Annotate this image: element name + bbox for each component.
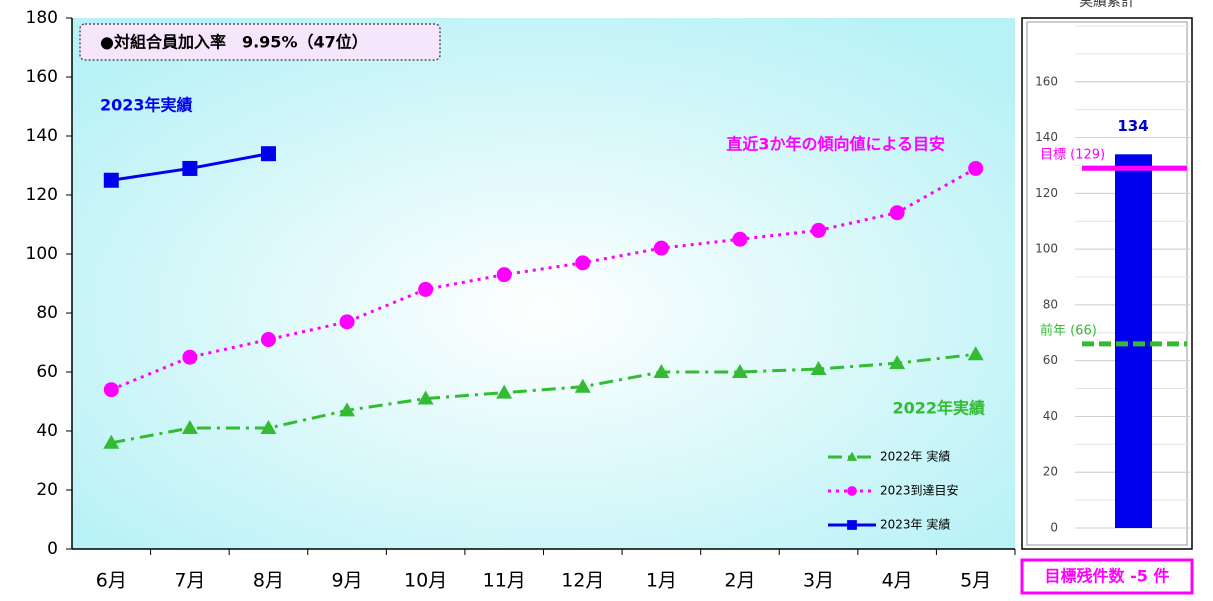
point: [968, 160, 984, 176]
point: [339, 402, 356, 417]
series-line: [111, 352, 976, 445]
legend-label: 2023年 実績: [880, 517, 950, 532]
x-tick-label: 2月: [724, 570, 755, 592]
y-tick-label: 0: [47, 539, 58, 559]
annotation: 2022年実績: [892, 399, 985, 418]
point: [889, 205, 905, 221]
y-tick-label: 180: [26, 8, 58, 28]
ref-label: 目標 (129): [1040, 148, 1105, 163]
y-tick-label: 160: [1035, 74, 1058, 88]
point: [260, 332, 276, 348]
note-box: [79, 23, 441, 61]
ref-label: 前年 (66): [1040, 322, 1097, 338]
y-tick-label: 100: [1035, 242, 1058, 256]
point: [182, 349, 198, 365]
point: [889, 355, 906, 370]
series-line: [110, 167, 977, 392]
panel-title: 実績累計: [1079, 0, 1135, 10]
point: [810, 361, 827, 376]
legend-label: 2023到達目安: [880, 483, 959, 498]
y-tick-label: 100: [26, 244, 58, 264]
value-label: 134: [1117, 117, 1148, 135]
x-tick-label: 10月: [404, 570, 447, 592]
y-tick-label: 60: [36, 362, 58, 382]
x-tick-label: 1月: [646, 570, 677, 592]
point: [653, 364, 670, 378]
point: [574, 378, 591, 393]
x-tick-label: 11月: [483, 570, 526, 592]
side-panel: [1021, 17, 1193, 550]
point: [181, 420, 198, 435]
point: [260, 420, 277, 435]
y-tick-label: 140: [26, 126, 58, 146]
point: [103, 172, 119, 188]
point: [260, 146, 276, 162]
legend-marker: [847, 520, 857, 530]
y-tick-label: 40: [36, 421, 58, 441]
annotation: 2023年実績: [100, 96, 193, 115]
x-tick-label: 6月: [96, 570, 127, 592]
point: [339, 314, 355, 330]
y-tick-label: 60: [1043, 353, 1058, 367]
note: ●対組合員加入率 9.95%（47位）: [100, 33, 368, 52]
point: [811, 222, 827, 238]
y-tick-label: 120: [1035, 186, 1058, 200]
side-panel-inner: [1026, 21, 1188, 546]
x-tick-label: 12月: [561, 570, 604, 592]
point: [182, 160, 198, 176]
point: [418, 281, 434, 297]
y-tick-label: 120: [26, 185, 58, 205]
footer-box: [1020, 558, 1194, 595]
y-tick-label: 140: [1035, 130, 1058, 144]
legend-label: 2022年 実績: [880, 449, 950, 464]
y-tick-label: 80: [1043, 297, 1058, 311]
y-tick-label: 20: [36, 480, 58, 500]
point: [732, 231, 748, 247]
x-tick-label: 9月: [331, 570, 362, 592]
y-tick-label: 0: [1050, 521, 1058, 535]
point: [496, 267, 512, 283]
y-tick-label: 40: [1043, 409, 1058, 423]
y-tick-label: 160: [26, 67, 58, 87]
point: [103, 434, 120, 449]
plot-background: [72, 18, 1015, 549]
point: [575, 255, 591, 271]
x-tick-label: 4月: [882, 570, 913, 592]
y-tick-label: 80: [36, 303, 58, 323]
point: [967, 346, 984, 361]
bar: [1115, 154, 1152, 529]
legend-marker: [847, 486, 857, 496]
point: [496, 384, 513, 399]
x-tick-label: 3月: [803, 570, 834, 592]
legend-marker: [846, 451, 858, 461]
footer: 目標残件数 -5 件: [1045, 567, 1170, 586]
point: [731, 364, 748, 378]
annotation: 直近3か年の傾向値による目安: [726, 135, 945, 154]
point: [103, 382, 119, 398]
x-tick-label: 8月: [253, 570, 284, 592]
point: [653, 240, 669, 256]
x-tick-label: 5月: [960, 570, 991, 592]
x-tick-label: 7月: [174, 570, 205, 592]
y-tick-label: 20: [1043, 465, 1058, 479]
point: [417, 390, 434, 405]
